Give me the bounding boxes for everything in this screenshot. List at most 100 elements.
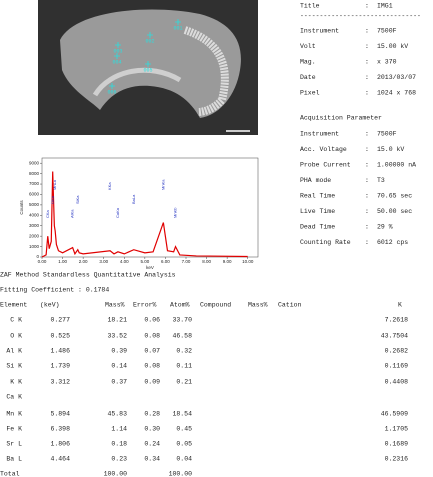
table-cell: 0.23 bbox=[111, 456, 127, 463]
y-tick-label: 2000 bbox=[29, 233, 40, 238]
column-header: Error% bbox=[133, 302, 157, 309]
table-cell: 100.00 bbox=[104, 471, 128, 477]
table-cell: 33.70 bbox=[172, 317, 192, 324]
x-tick-label: 3.00 bbox=[99, 259, 108, 264]
x-tick-label: 4.00 bbox=[120, 259, 129, 264]
info-value: 7500F bbox=[377, 131, 397, 138]
table-cell: 1.806 bbox=[50, 441, 70, 448]
x-tick-label: 6.00 bbox=[161, 259, 170, 264]
table-cell: Ca K bbox=[6, 394, 22, 401]
table-cell: Sr L bbox=[6, 441, 22, 448]
table-cell: 7.2618 bbox=[385, 317, 409, 324]
table-title: ZAF Method Standardless Quantitative Ana… bbox=[0, 272, 176, 279]
point-marker bbox=[114, 53, 120, 59]
peak-label: CaKa bbox=[115, 207, 120, 218]
point-marker bbox=[145, 61, 151, 67]
point-label: 005 bbox=[143, 67, 152, 73]
table-cell: 0.30 bbox=[144, 426, 160, 433]
table-cell: 0.18 bbox=[111, 441, 127, 448]
column-header: Mass% bbox=[105, 302, 125, 309]
info-label: Live Time bbox=[300, 208, 335, 215]
table-cell: 1.486 bbox=[50, 348, 70, 355]
peak-label: AlKa bbox=[70, 209, 75, 218]
info-sep: : bbox=[365, 3, 369, 10]
x-tick-label: 2.00 bbox=[79, 259, 88, 264]
table-cell: 33.52 bbox=[107, 333, 127, 340]
peak-label: MnKb bbox=[173, 207, 178, 218]
table-cell: 0.06 bbox=[144, 317, 160, 324]
table-cell: 0.2316 bbox=[385, 456, 409, 463]
info-sep: : bbox=[365, 131, 369, 138]
table-cell: 6.398 bbox=[50, 426, 70, 433]
table-cell: 18.54 bbox=[172, 411, 192, 418]
table-cell: 0.14 bbox=[111, 363, 127, 370]
table-cell: 5.894 bbox=[50, 411, 70, 418]
y-tick-label: 0 bbox=[36, 254, 39, 259]
x-tick-label: 1.00 bbox=[58, 259, 67, 264]
peak-label: MnKa bbox=[160, 179, 165, 190]
info-value: 50.00 sec bbox=[377, 208, 412, 215]
scale-label: 100 µm bbox=[229, 134, 247, 140]
info-value: 29 % bbox=[377, 224, 393, 231]
table-cell: K K bbox=[10, 379, 22, 386]
info-label: Instrument bbox=[300, 131, 339, 138]
plot-frame bbox=[41, 157, 259, 258]
info-sep: : bbox=[365, 146, 369, 153]
table-cell: 1.14 bbox=[111, 426, 127, 433]
point-label: 006 bbox=[107, 89, 116, 95]
column-header: Mass% bbox=[248, 302, 268, 309]
table-cell: 46.5909 bbox=[381, 411, 408, 418]
x-tick-label: 5.00 bbox=[140, 259, 149, 264]
table-cell: 0.525 bbox=[50, 333, 70, 340]
column-header: Cation bbox=[278, 302, 302, 309]
x-tick-label: 7.00 bbox=[182, 259, 191, 264]
point-marker bbox=[109, 83, 115, 89]
point-marker bbox=[147, 32, 153, 38]
table-cell: 0.11 bbox=[176, 363, 192, 370]
info-value: 2013/03/07 bbox=[377, 74, 416, 81]
y-tick-label: 7000 bbox=[29, 181, 40, 186]
table-cell: 0.1689 bbox=[385, 441, 409, 448]
column-header: (keV) bbox=[40, 302, 60, 309]
x-tick-label: 10.00 bbox=[242, 259, 254, 264]
table-cell: 100.00 bbox=[169, 471, 193, 477]
y-tick-label: 8000 bbox=[29, 171, 40, 176]
info-value: 7500F bbox=[377, 28, 397, 35]
info-label: PHA mode bbox=[300, 177, 331, 184]
peak-label: KKa bbox=[107, 182, 112, 190]
y-axis-label: Counts bbox=[19, 200, 24, 215]
table-cell: 0.09 bbox=[144, 379, 160, 386]
table-cell: 0.2682 bbox=[385, 348, 409, 355]
table-cell: 0.1169 bbox=[385, 363, 409, 370]
y-tick-label: 3000 bbox=[29, 223, 40, 228]
table-cell: 4.464 bbox=[50, 456, 70, 463]
table-cell: O K bbox=[10, 333, 22, 340]
table-fitting: Fitting Coefficient : 0.1784 bbox=[0, 287, 109, 294]
table-cell: 43.7504 bbox=[381, 333, 408, 340]
table-cell: Mn K bbox=[6, 411, 22, 418]
peak-label: OKa bbox=[50, 195, 55, 204]
info-label: Real Time bbox=[300, 193, 335, 200]
table-cell: Al K bbox=[6, 348, 22, 355]
info-label: Volt bbox=[300, 43, 316, 50]
info-sep: : bbox=[365, 208, 369, 215]
info-label: Dead Time bbox=[300, 224, 335, 231]
grain-band bbox=[92, 67, 182, 97]
table-cell: 3.312 bbox=[50, 379, 70, 386]
table-cell: Ba L bbox=[6, 456, 22, 463]
info-value: 15.0 kV bbox=[377, 146, 404, 153]
info-value: 15.00 kV bbox=[377, 43, 408, 50]
info-rule: ------------------------------- bbox=[300, 13, 421, 20]
table-cell: 0.04 bbox=[176, 456, 192, 463]
table-cell: 0.24 bbox=[144, 441, 160, 448]
y-tick-label: 1000 bbox=[29, 244, 40, 249]
point-marker bbox=[115, 42, 121, 48]
info-label: Pixel bbox=[300, 90, 320, 97]
table-cell: 0.4408 bbox=[385, 379, 409, 386]
grain-rim bbox=[183, 26, 229, 116]
table-cell: Si K bbox=[6, 363, 22, 370]
info-sep: : bbox=[365, 90, 369, 97]
info-sep: : bbox=[365, 224, 369, 231]
point-label: 003 bbox=[113, 48, 122, 54]
